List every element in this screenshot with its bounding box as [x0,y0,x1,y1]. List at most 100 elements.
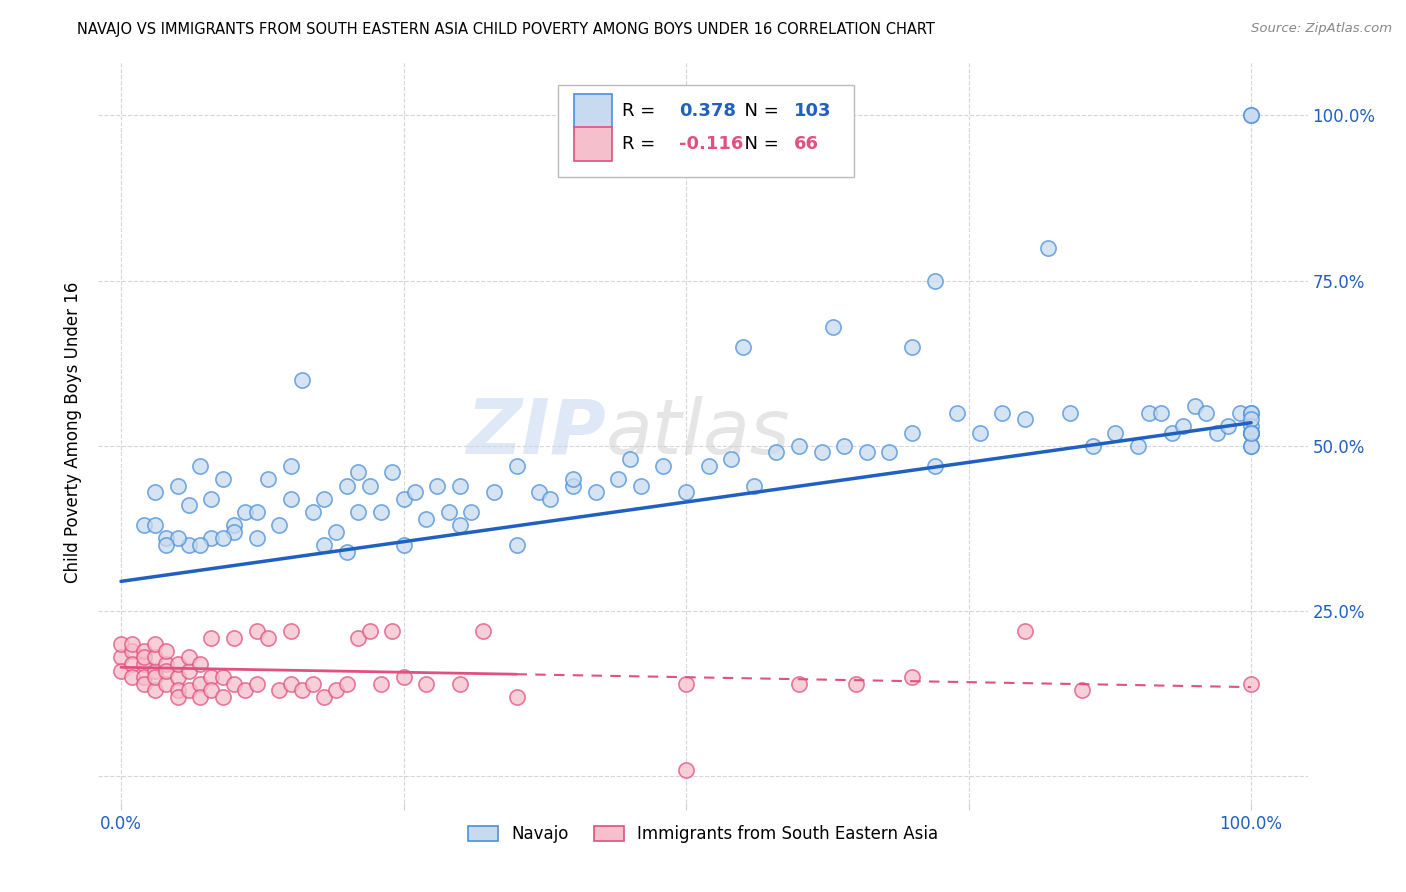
Point [347,465,370,479]
Point [1240,406,1263,420]
Point [787,677,810,691]
Point [280,677,302,691]
Point [810,445,832,459]
Point [449,677,471,691]
Point [392,538,415,552]
Point [359,624,381,638]
Point [110,650,132,665]
Point [280,624,302,638]
Point [121,637,143,651]
Point [143,650,166,665]
Point [1014,624,1036,638]
Point [845,677,868,691]
Point [143,518,166,533]
Point [720,452,742,467]
Point [222,518,245,533]
Point [1014,412,1036,426]
Point [675,763,697,777]
Point [697,458,720,473]
Point [291,373,314,387]
Point [787,439,810,453]
Point [155,664,177,678]
Point [1240,108,1263,122]
Point [821,319,844,334]
Point [471,624,494,638]
Point [652,458,675,473]
Point [166,657,188,671]
Point [233,505,256,519]
Text: 66: 66 [793,135,818,153]
Point [155,677,177,691]
Point [280,458,302,473]
Point [121,644,143,658]
Point [505,458,527,473]
FancyBboxPatch shape [558,85,855,178]
Point [1240,439,1263,453]
Point [302,677,325,691]
FancyBboxPatch shape [574,94,613,128]
Point [359,478,381,492]
Point [143,637,166,651]
Point [336,677,359,691]
Point [155,657,177,671]
FancyBboxPatch shape [574,127,613,161]
Point [1240,419,1263,434]
Point [132,670,155,684]
Point [901,425,924,440]
Point [177,683,200,698]
Point [1195,406,1218,420]
Point [924,274,946,288]
Point [1240,677,1263,691]
Point [1081,439,1104,453]
Point [200,631,222,645]
Point [110,637,132,651]
Point [1240,439,1263,453]
Point [143,670,166,684]
Point [675,677,697,691]
Point [1229,406,1251,420]
Point [460,505,482,519]
Point [314,538,336,552]
Point [449,478,471,492]
Point [166,478,188,492]
Point [132,644,155,658]
Point [200,670,222,684]
Point [347,631,370,645]
Point [879,445,901,459]
Point [675,485,697,500]
Point [1036,240,1059,255]
Text: -0.116: -0.116 [679,135,744,153]
Point [1104,425,1126,440]
Point [1206,425,1229,440]
Point [200,683,222,698]
Point [1161,425,1184,440]
Point [211,670,233,684]
Point [314,491,336,506]
Point [257,631,280,645]
Text: N =: N = [734,102,785,120]
Point [177,664,200,678]
Point [505,690,527,704]
Point [1126,439,1149,453]
Point [392,670,415,684]
Point [381,624,404,638]
Point [1240,108,1263,122]
Point [188,538,211,552]
Point [392,491,415,506]
Point [177,650,200,665]
Point [200,491,222,506]
Point [233,683,256,698]
Point [132,650,155,665]
Point [946,406,969,420]
Point [731,340,754,354]
Point [505,538,527,552]
Point [132,677,155,691]
Point [901,340,924,354]
Point [166,532,188,546]
Point [166,683,188,698]
Point [437,505,460,519]
Text: Source: ZipAtlas.com: Source: ZipAtlas.com [1251,22,1392,36]
Point [1240,425,1263,440]
Point [177,538,200,552]
Point [1240,425,1263,440]
